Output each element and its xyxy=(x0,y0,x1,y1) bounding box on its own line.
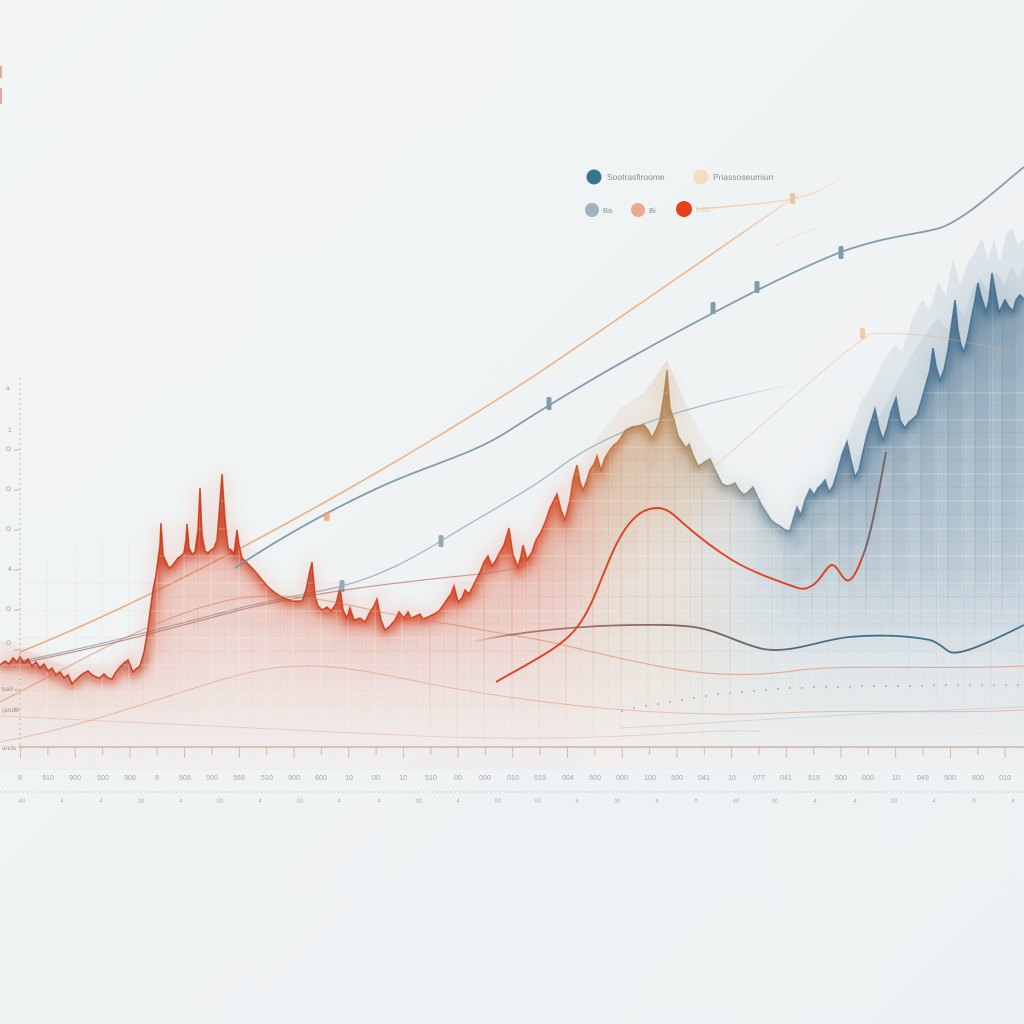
svg-text:4: 4 xyxy=(337,799,341,805)
svg-text:1: 1 xyxy=(8,427,12,434)
svg-text:00: 00 xyxy=(454,775,462,782)
svg-text:00: 00 xyxy=(891,799,898,805)
svg-text:519: 519 xyxy=(534,775,546,782)
svg-text:4: 4 xyxy=(655,799,659,805)
svg-text:O: O xyxy=(6,640,11,647)
svg-text:00: 00 xyxy=(372,775,380,782)
svg-text:4: 4 xyxy=(377,799,381,805)
svg-text:049: 049 xyxy=(917,775,929,782)
svg-text:40: 40 xyxy=(19,799,26,805)
svg-text:00: 00 xyxy=(416,799,423,805)
svg-text:510: 510 xyxy=(425,775,437,782)
svg-text:910: 910 xyxy=(42,775,54,782)
svg-text:041: 041 xyxy=(780,775,792,782)
svg-text:8.88: 8.88 xyxy=(696,207,710,214)
svg-text:10: 10 xyxy=(399,775,407,782)
svg-text:O: O xyxy=(6,486,11,493)
svg-text:4: 4 xyxy=(179,799,183,805)
svg-text:900: 900 xyxy=(69,775,81,782)
svg-text:00: 00 xyxy=(138,799,145,805)
svg-text:10: 10 xyxy=(892,775,900,782)
svg-text:4: 4 xyxy=(853,799,857,805)
svg-text:00: 00 xyxy=(217,799,224,805)
svg-text:10: 10 xyxy=(345,775,353,782)
svg-text:500: 500 xyxy=(944,775,956,782)
svg-text:40: 40 xyxy=(733,799,740,805)
svg-text:600: 600 xyxy=(315,775,327,782)
svg-text:O: O xyxy=(6,446,11,453)
svg-text:O: O xyxy=(6,606,11,613)
svg-text:508: 508 xyxy=(179,775,191,782)
svg-text:Bi: Bi xyxy=(649,206,656,215)
svg-text:(and8: (and8 xyxy=(2,707,19,714)
svg-text:ands: ands xyxy=(2,745,17,752)
svg-text:Ba: Ba xyxy=(603,206,613,215)
svg-text:519: 519 xyxy=(808,775,820,782)
svg-text:ba8: ba8 xyxy=(2,686,13,693)
svg-text:000: 000 xyxy=(862,775,874,782)
svg-text:10: 10 xyxy=(728,775,736,782)
svg-text:8: 8 xyxy=(18,775,22,782)
svg-text:600: 600 xyxy=(972,775,984,782)
svg-text:041: 041 xyxy=(698,775,710,782)
svg-text:Sootrasfiroome: Sootrasfiroome xyxy=(607,172,665,182)
svg-text:8: 8 xyxy=(155,775,159,782)
svg-text:004: 004 xyxy=(562,775,574,782)
svg-text:000: 000 xyxy=(616,775,628,782)
svg-text:4: 4 xyxy=(575,799,579,805)
svg-text:4: 4 xyxy=(8,566,12,573)
svg-text:500: 500 xyxy=(97,775,109,782)
svg-text:510: 510 xyxy=(261,775,273,782)
svg-text:0: 0 xyxy=(694,799,698,805)
svg-text:077: 077 xyxy=(753,775,765,782)
svg-text:010: 010 xyxy=(999,775,1011,782)
svg-text:500: 500 xyxy=(671,775,683,782)
svg-text:908: 908 xyxy=(124,775,136,782)
svg-text:4: 4 xyxy=(60,799,64,805)
svg-text:568: 568 xyxy=(233,775,245,782)
svg-text:4: 4 xyxy=(813,799,817,805)
svg-text:600: 600 xyxy=(589,775,601,782)
svg-text:4: 4 xyxy=(258,799,262,805)
svg-text:000: 000 xyxy=(479,775,491,782)
svg-text:500: 500 xyxy=(206,775,218,782)
svg-text:010: 010 xyxy=(507,775,519,782)
svg-text:00: 00 xyxy=(495,799,502,805)
svg-text:4: 4 xyxy=(99,799,103,805)
svg-text:4: 4 xyxy=(1011,799,1015,805)
svg-text:00: 00 xyxy=(614,799,621,805)
svg-text:4: 4 xyxy=(456,799,460,805)
svg-text:Priassoseumiun: Priassoseumiun xyxy=(713,172,774,182)
svg-text:900: 900 xyxy=(288,775,300,782)
svg-text:00: 00 xyxy=(772,799,779,805)
svg-text:O: O xyxy=(6,526,11,533)
svg-text:4: 4 xyxy=(932,799,936,805)
svg-text:100: 100 xyxy=(644,775,656,782)
svg-text:00: 00 xyxy=(535,799,542,805)
svg-text:00: 00 xyxy=(297,799,304,805)
svg-text:0: 0 xyxy=(972,799,976,805)
svg-text:500: 500 xyxy=(835,775,847,782)
svg-text:a: a xyxy=(6,385,10,392)
